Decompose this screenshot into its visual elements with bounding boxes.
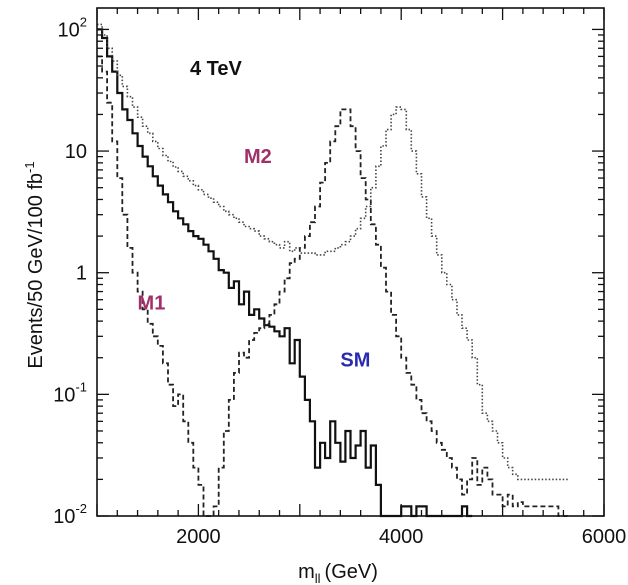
series-line-m1 xyxy=(97,55,569,517)
annotation-sm: SM xyxy=(340,349,370,371)
annotation-layer: M2 M1 SM xyxy=(138,146,371,371)
y-tick-label: 10-2 xyxy=(53,501,87,528)
y-tick-label: 102 xyxy=(58,14,87,41)
x-axis-title: mll (GeV) xyxy=(298,561,378,585)
x-tick-label: 6000 xyxy=(582,526,627,548)
y-tick-label: 10-1 xyxy=(53,379,87,406)
x-tick-label: 4000 xyxy=(379,526,424,548)
y-tick-label: 1 xyxy=(76,263,87,285)
annotation-m1: M1 xyxy=(138,292,166,314)
plot-frame xyxy=(96,7,605,517)
annotation-m2: M2 xyxy=(244,146,272,168)
y-tick-label: 10 xyxy=(65,141,87,163)
x-tick-label: 2000 xyxy=(176,526,221,548)
tick-layer: 2000 4000 6000 10-2 10-1 1 10 102 xyxy=(53,8,626,548)
y-axis-title: Events/50 GeV/100 fb-1 xyxy=(22,161,47,368)
series-line-m2 xyxy=(97,23,569,481)
axes-frame xyxy=(96,7,605,517)
chart-title: 4 TeV xyxy=(190,58,243,80)
